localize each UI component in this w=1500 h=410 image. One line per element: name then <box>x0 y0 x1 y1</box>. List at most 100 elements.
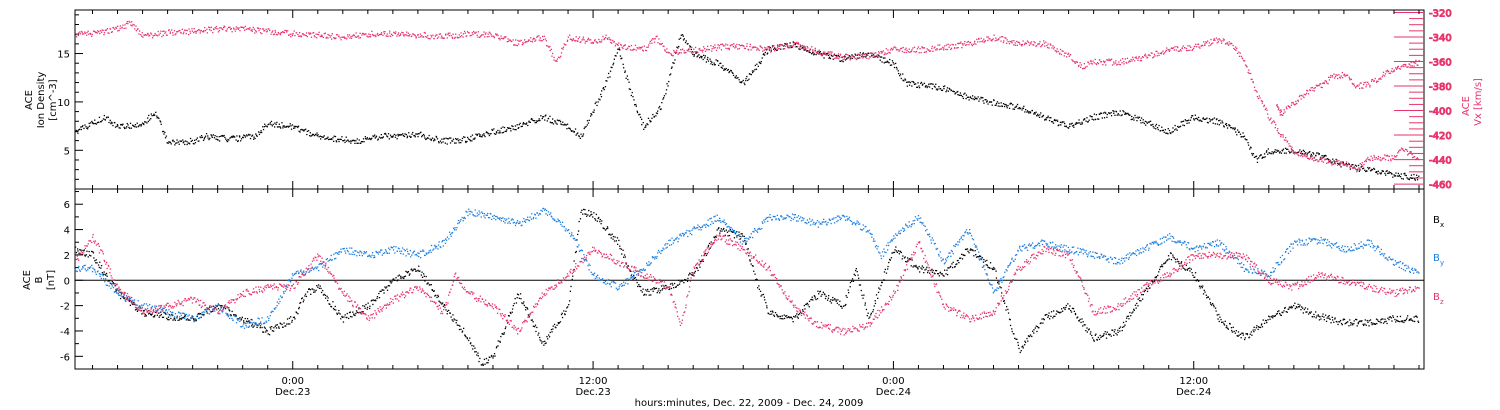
data-point <box>1212 39 1215 41</box>
data-point <box>86 34 88 36</box>
data-point <box>927 270 929 272</box>
data-point <box>568 127 571 129</box>
data-point <box>1261 102 1263 104</box>
data-point <box>714 237 716 239</box>
data-point <box>113 283 115 285</box>
data-point <box>200 136 202 139</box>
data-point <box>1415 59 1417 61</box>
data-point <box>1286 108 1288 110</box>
data-point <box>849 281 852 284</box>
data-point <box>280 31 283 34</box>
data-point <box>503 333 505 335</box>
data-point <box>1144 289 1147 291</box>
data-point <box>778 48 780 50</box>
data-point <box>652 113 654 116</box>
data-point <box>92 122 94 125</box>
data-point <box>1256 158 1258 160</box>
data-point <box>646 123 648 125</box>
data-point <box>301 298 303 300</box>
data-point <box>194 139 196 141</box>
data-point <box>997 281 999 283</box>
data-point <box>162 316 165 318</box>
data-point <box>191 315 193 317</box>
data-point <box>1324 80 1326 82</box>
data-point <box>1322 157 1324 159</box>
data-point <box>139 307 141 309</box>
data-point <box>954 265 956 268</box>
data-point <box>561 316 564 319</box>
data-point <box>812 51 814 53</box>
data-point <box>1373 80 1375 82</box>
data-point <box>442 302 444 304</box>
data-point <box>1144 120 1146 123</box>
data-point <box>1044 314 1047 316</box>
data-point <box>616 237 619 239</box>
data-point <box>993 268 995 270</box>
data-point <box>306 35 308 38</box>
data-point <box>755 46 757 48</box>
data-point <box>684 41 687 44</box>
data-point <box>1063 121 1065 123</box>
data-point <box>1329 76 1331 79</box>
data-point <box>967 96 970 98</box>
data-point <box>1247 142 1249 144</box>
data-point <box>1061 308 1063 310</box>
data-point <box>749 73 751 75</box>
data-point <box>848 57 850 59</box>
data-point <box>1295 152 1298 154</box>
data-point <box>129 21 131 23</box>
data-point <box>925 50 927 53</box>
data-point <box>487 362 489 364</box>
data-point <box>1288 105 1290 108</box>
data-point <box>1000 40 1002 42</box>
data-point <box>115 26 117 28</box>
data-point <box>1354 167 1356 169</box>
data-point <box>123 27 125 29</box>
data-point <box>273 327 275 329</box>
data-point <box>804 308 806 310</box>
data-point <box>335 37 337 39</box>
data-point <box>350 35 352 38</box>
data-point <box>165 135 167 137</box>
data-point <box>1086 331 1088 333</box>
data-point <box>1239 52 1241 54</box>
data-point <box>1009 40 1011 43</box>
data-point <box>750 49 752 51</box>
data-point <box>262 126 264 128</box>
data-point <box>763 49 765 51</box>
data-point <box>1124 113 1126 115</box>
data-point <box>642 50 645 52</box>
data-point <box>523 123 525 125</box>
data-point <box>776 49 778 51</box>
data-point <box>467 32 470 34</box>
data-point <box>346 316 348 319</box>
data-point <box>909 51 911 53</box>
data-point <box>302 33 304 35</box>
data-point <box>1185 120 1187 122</box>
data-point <box>126 298 128 300</box>
data-point <box>789 45 791 47</box>
data-point <box>1100 61 1103 63</box>
data-point <box>202 139 205 141</box>
data-point <box>840 56 842 58</box>
data-point <box>1182 45 1184 47</box>
data-point <box>476 354 478 356</box>
data-point <box>1157 52 1159 54</box>
data-point <box>1192 115 1194 117</box>
data-point <box>608 233 610 236</box>
data-point <box>105 29 108 31</box>
data-point <box>906 85 908 87</box>
data-point <box>711 48 713 50</box>
data-point <box>1361 165 1363 167</box>
data-point <box>271 326 273 328</box>
data-point <box>1062 50 1064 52</box>
data-point <box>1176 129 1178 131</box>
data-point <box>305 295 308 298</box>
data-point <box>514 125 517 127</box>
data-point <box>110 123 112 125</box>
data-point <box>201 31 204 33</box>
data-point <box>934 86 936 88</box>
data-point <box>794 316 796 318</box>
data-point <box>1125 113 1127 115</box>
data-point <box>720 66 722 68</box>
